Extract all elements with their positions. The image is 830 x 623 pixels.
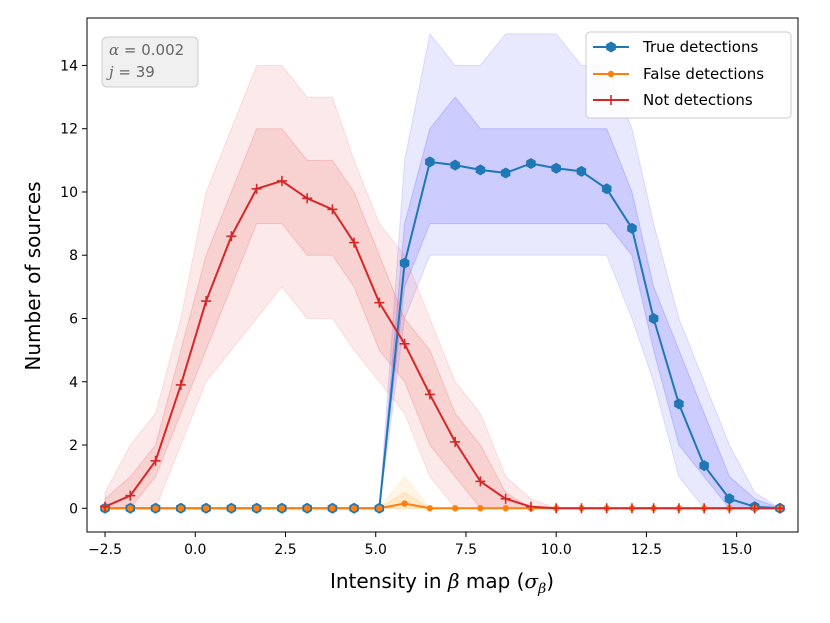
x-tick-label: 2.5	[274, 542, 296, 558]
y-axis-label: Number of sources	[21, 181, 45, 370]
y-tick-label: 10	[60, 185, 78, 201]
point-not-detections	[699, 503, 710, 514]
point-true-detections	[475, 164, 486, 176]
point-not-detections	[399, 338, 410, 349]
legend-frame	[585, 31, 792, 119]
legend-label-false-detections: False detections	[643, 65, 764, 83]
x-tick-label: −2.5	[88, 542, 122, 558]
legend-label-true-detections: True detections	[642, 38, 758, 56]
point-not-detections	[327, 204, 338, 215]
point-false-detections	[127, 505, 134, 512]
y-tick-label: 4	[69, 375, 78, 391]
legend-marker-true-detections	[606, 41, 616, 53]
point-false-detections	[477, 505, 484, 512]
annotation-background	[101, 36, 199, 88]
point-not-detections	[251, 183, 262, 194]
point-false-detections	[202, 505, 210, 512]
annotation-box: α = 0.002 j = 39	[101, 36, 199, 88]
point-false-detections	[278, 505, 286, 512]
point-not-detections	[374, 297, 385, 308]
x-tick-label: 10.0	[541, 542, 572, 558]
x-tick-label: 5.0	[365, 542, 387, 558]
point-not-detections	[302, 193, 313, 204]
point-true-detections	[627, 222, 637, 234]
point-not-detections	[100, 501, 111, 512]
x-tick-label: 7.5	[455, 542, 477, 558]
x-tick-label: 12.5	[631, 542, 662, 558]
point-false-detections	[451, 505, 459, 512]
point-true-detections	[601, 183, 612, 195]
point-not-detections	[500, 493, 511, 504]
point-not-detections	[125, 490, 136, 501]
point-not-detections	[349, 237, 360, 248]
x-axis-label: Intensity in β map (σβ)	[330, 569, 554, 597]
line-not-detections	[104, 179, 780, 510]
point-not-detections	[551, 503, 562, 514]
legend: True detections False detections Not det…	[585, 31, 792, 119]
annotation-j: j = 39	[106, 63, 155, 81]
legend-entry-not-detections: Not detections	[593, 91, 753, 109]
point-true-detections	[699, 460, 709, 472]
point-not-detections	[201, 296, 212, 307]
point-false-detections	[152, 505, 159, 512]
point-not-detections	[424, 389, 435, 400]
point-not-detections	[525, 501, 536, 512]
x-tick-label: 0.0	[184, 542, 206, 558]
point-false-detections	[502, 505, 509, 512]
point-true-detections	[526, 158, 536, 169]
point-not-detections	[150, 455, 161, 466]
point-not-detections	[601, 503, 612, 514]
point-not-detections	[576, 503, 587, 514]
point-true-detections	[450, 159, 460, 171]
series-lines	[104, 160, 781, 510]
point-not-detections	[226, 231, 237, 242]
point-true-detections	[674, 398, 684, 410]
point-true-detections	[648, 312, 659, 324]
y-tick-label: 8	[69, 248, 78, 264]
y-tick-label: 14	[60, 58, 78, 74]
point-false-detections	[228, 505, 235, 512]
point-not-detections	[673, 503, 684, 514]
point-not-detections	[749, 503, 760, 514]
y-tick-label: 2	[69, 438, 78, 454]
point-false-detections	[350, 505, 358, 512]
y-tick-label: 6	[69, 311, 78, 327]
x-axis: −2.5 0.0 2.5 5.0 7.5 10.0 12.5 15.0	[88, 532, 752, 558]
x-tick-label: 15.0	[721, 542, 752, 558]
point-false-detections	[376, 505, 383, 512]
point-true-detections	[576, 165, 587, 177]
point-true-detections	[399, 257, 410, 269]
point-false-detections	[253, 505, 260, 512]
point-not-detections	[450, 436, 461, 447]
series-markers	[100, 156, 785, 514]
point-not-detections	[724, 503, 735, 514]
legend-label-not-detections: Not detections	[643, 91, 753, 109]
point-false-detections	[426, 505, 434, 512]
point-not-detections	[774, 503, 785, 514]
annotation-alpha: α = 0.002	[109, 41, 184, 59]
point-true-detections	[551, 162, 561, 174]
point-false-detections	[303, 505, 311, 512]
plot-frame	[86, 17, 799, 533]
y-tick-label: 12	[60, 122, 78, 138]
point-not-detections	[626, 503, 637, 514]
point-true-detections	[425, 156, 435, 168]
point-not-detections	[276, 175, 287, 186]
point-not-detections	[175, 379, 186, 390]
legend-entry-false-detections: False detections	[593, 65, 764, 83]
point-not-detections	[475, 476, 486, 487]
point-true-detections	[724, 493, 735, 505]
point-false-detections	[329, 505, 336, 512]
legend-marker-false-detections	[607, 70, 615, 78]
legend-marker-not-detections	[606, 95, 616, 105]
legend-entry-true-detections: True detections	[593, 38, 758, 56]
y-tick-label: 0	[69, 501, 78, 517]
point-not-detections	[648, 503, 659, 514]
point-false-detections	[401, 500, 408, 507]
point-false-detections	[177, 505, 185, 512]
y-axis: 0 2 4 6 8 10 12 14	[60, 58, 87, 517]
point-true-detections	[500, 167, 511, 179]
